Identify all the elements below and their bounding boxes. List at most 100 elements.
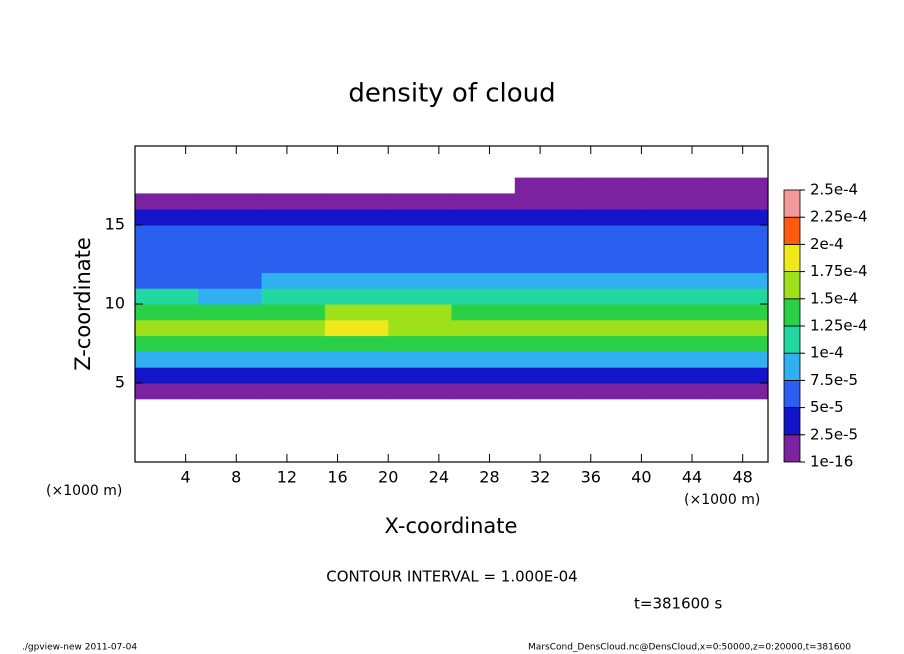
heat-cell: [514, 351, 579, 368]
y-tick-label: 15: [105, 215, 125, 234]
heat-cell: [578, 319, 642, 337]
x-tick-label: 32: [530, 468, 550, 487]
colorbar-tick-label: 1.25e-4: [810, 317, 868, 335]
heat-cell: [578, 383, 642, 400]
heat-cell: [704, 177, 769, 194]
colorbar-swatch: [783, 379, 801, 408]
heat-cell: [451, 288, 516, 305]
heat-cell: [578, 193, 642, 210]
time-note: t=381600 s: [634, 595, 722, 613]
x-tick-label: 48: [733, 468, 753, 487]
heat-cell: [198, 193, 263, 210]
heat-cell: [641, 319, 706, 337]
heat-cell: [514, 240, 579, 258]
heat-cell: [578, 225, 642, 242]
chart-title: density of cloud: [348, 79, 555, 109]
heat-cell: [135, 225, 199, 242]
heat-cell: [641, 256, 706, 273]
y-tick-label: 10: [105, 294, 125, 313]
x-axis-label: X-coordinate: [385, 514, 518, 538]
footer: ./gpview-new 2011-07-04: [22, 643, 137, 653]
x-tick-label: 16: [327, 468, 347, 487]
heat-cell: [388, 272, 452, 289]
colorbar-tick-label: 1.5e-4: [810, 289, 858, 307]
heat-cell: [198, 335, 263, 352]
heat-cell: [324, 319, 389, 337]
heat-cell: [514, 256, 579, 273]
colorbar-swatch: [783, 298, 801, 327]
heat-cell: [704, 193, 769, 210]
colorbar-swatch: [783, 325, 801, 354]
heat-cell: [261, 367, 326, 384]
heat-cell: [261, 383, 326, 400]
heat-cell: [704, 256, 769, 273]
heat-cell: [388, 288, 452, 305]
heat-cell: [451, 367, 516, 384]
heat-cell: [704, 272, 769, 289]
heat-cell: [641, 367, 706, 384]
heat-cell: [451, 335, 516, 352]
heat-cell: [388, 225, 452, 242]
heat-cell: [135, 367, 199, 384]
heat-cell: [198, 383, 263, 400]
y-axis-label: Z-coordinate: [71, 237, 95, 371]
heat-cell: [388, 256, 452, 273]
heat-cell: [135, 256, 199, 273]
heat-cell: [514, 383, 579, 400]
heat-cell: [135, 240, 199, 258]
heat-cell: [578, 209, 642, 226]
heat-cell: [324, 367, 389, 384]
heat-cell: [704, 225, 769, 242]
heat-cell: [514, 304, 579, 321]
colorbar-swatch: [783, 434, 801, 463]
heat-cell: [641, 193, 706, 210]
heat-cell: [451, 319, 516, 337]
footer: MarsCond_DensCloud.nc@DensCloud,x=0:5000…: [528, 643, 851, 653]
heat-cell: [135, 304, 199, 321]
colorbar-tick-label: 7.5e-5: [810, 371, 858, 389]
x-tick-label: 20: [378, 468, 398, 487]
colorbar-swatch: [783, 407, 801, 436]
heat-cell: [135, 351, 199, 368]
heat-cell: [514, 288, 579, 305]
heat-cell: [388, 351, 452, 368]
heat-cell: [641, 351, 706, 368]
heat-cell: [198, 272, 263, 289]
heat-cell: [641, 304, 706, 321]
heat-cell: [641, 272, 706, 289]
heat-cell: [198, 240, 263, 258]
colorbar-swatch: [783, 243, 801, 272]
heat-cell: [261, 304, 326, 321]
heat-cell: [641, 288, 706, 305]
heat-cell: [641, 383, 706, 400]
heat-cell: [135, 272, 199, 289]
colorbar-tick-label: 1e-16: [810, 453, 853, 471]
heat-cell: [451, 304, 516, 321]
heat-cell: [514, 272, 579, 289]
heat-cell: [578, 288, 642, 305]
heat-cell: [578, 256, 642, 273]
heat-cell: [324, 272, 389, 289]
heat-cell: [704, 383, 769, 400]
x-tick-label: 12: [277, 468, 297, 487]
colorbar-tick-label: 2.5e-4: [810, 181, 858, 199]
heat-cell: [324, 288, 389, 305]
heat-cell: [704, 319, 769, 337]
x-tick-label: 40: [631, 468, 651, 487]
heat-cell: [261, 319, 326, 337]
colorbar-swatch: [783, 216, 801, 245]
heat-cell: [324, 193, 389, 210]
heat-cell: [451, 383, 516, 400]
heat-cell: [704, 304, 769, 321]
heat-cell: [261, 240, 326, 258]
heat-cell: [135, 335, 199, 352]
heat-cell: [198, 304, 263, 321]
heat-cell: [704, 351, 769, 368]
heat-cell: [261, 256, 326, 273]
x-tick-label: 28: [479, 468, 499, 487]
heat-cell: [451, 240, 516, 258]
heat-cell: [198, 367, 263, 384]
heat-cell: [261, 351, 326, 368]
heat-cell: [198, 319, 263, 337]
colorbar-swatch: [783, 271, 801, 300]
